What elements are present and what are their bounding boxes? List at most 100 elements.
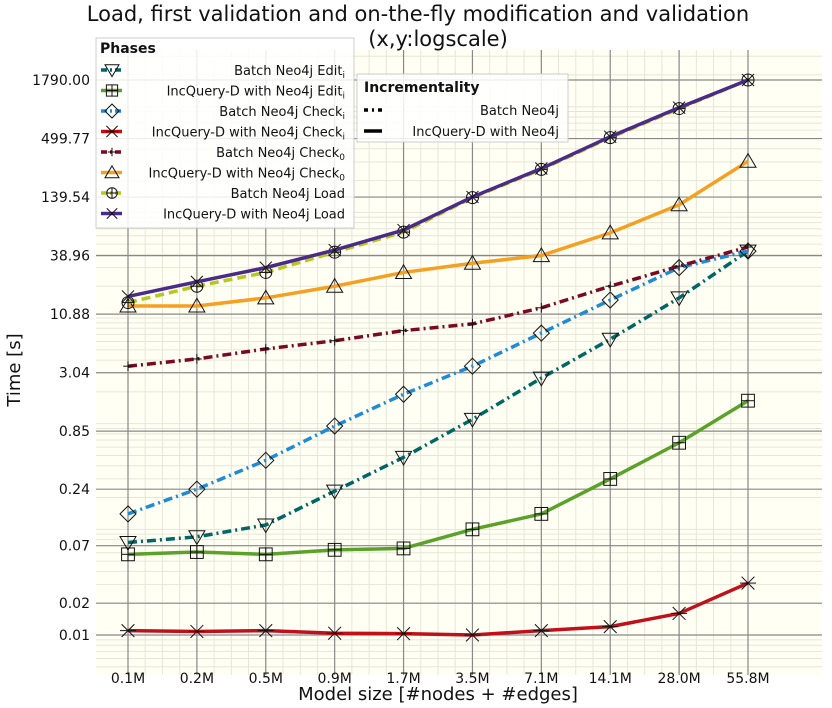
y-tick-label: 499.77 — [41, 132, 90, 148]
data-point — [671, 606, 688, 621]
x-tick-label: 0.5M — [249, 671, 283, 687]
legend-phases-items: Batch Neo4j Editi IncQuery-D with Neo4j E… — [101, 64, 345, 223]
y-tick-labels: 0.01 0.02 0.07 0.24 0.85 3.04 10.88 38.96 139.54… — [32, 73, 90, 644]
data-point — [188, 297, 206, 313]
data-point — [119, 505, 137, 523]
data-point — [394, 263, 413, 279]
data-point — [741, 393, 755, 408]
y-tick-label: 0.01 — [59, 628, 90, 644]
legend-phase-label: Batch Neo4j Editi — [234, 64, 345, 81]
data-point — [188, 530, 206, 546]
legend-phase-entry: Batch Neo4j Check0 — [101, 146, 345, 163]
legend-marker — [104, 164, 120, 179]
series-layer — [119, 73, 757, 642]
data-point — [256, 289, 275, 305]
data-point — [258, 547, 273, 562]
data-point — [190, 275, 204, 289]
data-point — [601, 332, 620, 348]
x-tick-label: 0.9M — [317, 671, 351, 687]
legend-phase-label: Batch Neo4j Checki — [219, 105, 345, 122]
data-point — [670, 291, 688, 307]
x-tick-labels: 0.1M 0.2M 0.5M 0.9M 1.7M 3.5M 7.1M 14.1M 28.0M 55… — [111, 671, 770, 687]
x-tick-label: 28.0M — [657, 671, 700, 687]
legend-phase-label: IncQuery-D with Neo4j Check0 — [149, 167, 346, 184]
data-point — [329, 335, 340, 346]
series-7 — [121, 73, 755, 303]
legend-phase-entry: IncQuery-D with Neo4j Load — [101, 208, 345, 223]
data-point — [466, 190, 479, 204]
data-point — [121, 296, 135, 310]
data-point — [188, 480, 206, 498]
x-tick-label: 55.8M — [726, 671, 769, 687]
y-tick-label: 0.02 — [59, 596, 90, 612]
data-point — [119, 536, 137, 552]
data-point — [260, 344, 271, 354]
data-point — [532, 324, 551, 342]
legend-incrementality-entry: Batch Neo4j — [364, 104, 559, 119]
data-point — [533, 623, 550, 638]
data-point — [463, 254, 482, 270]
legend-phase-label: IncQuery-D with Neo4j Editi — [167, 85, 345, 102]
legend-marker — [105, 125, 119, 138]
chart-title-line1: Load, first validation and on-the-fly mo… — [87, 2, 749, 26]
legend-incrementality: Incrementality Batch Neo4j IncQuery-D wit… — [356, 73, 569, 143]
data-point — [605, 281, 616, 292]
y-axis-label: Time [s] — [4, 333, 25, 407]
data-point — [394, 385, 413, 403]
data-point — [532, 371, 551, 387]
data-point — [189, 545, 204, 559]
data-point — [739, 152, 757, 168]
data-point — [326, 626, 343, 640]
y-tick-label: 3.04 — [59, 366, 90, 382]
legend-marker — [104, 103, 120, 119]
legend-incrementality-label: IncQuery-D with Neo4j — [412, 125, 559, 140]
x-tick-label: 1.7M — [386, 671, 420, 687]
data-point — [121, 290, 135, 303]
data-point — [395, 626, 412, 641]
series-5 — [119, 152, 757, 313]
data-point — [741, 73, 755, 87]
y-tick-label: 10.88 — [50, 307, 90, 323]
data-point — [123, 361, 133, 372]
series-line — [127, 581, 749, 637]
x-tick-label: 0.1M — [111, 671, 145, 687]
legend-marker — [106, 207, 118, 220]
legend-phase-label: IncQuery-D with Neo4j Checki — [152, 126, 345, 143]
series-3 — [120, 576, 756, 642]
data-point — [601, 291, 619, 309]
legend-marker — [107, 147, 117, 157]
legend-phase-entry: Batch Neo4j Load — [101, 187, 345, 202]
data-point — [398, 325, 409, 336]
x-tick-label: 0.2M — [180, 671, 214, 687]
series-line — [128, 159, 749, 308]
y-tick-label: 0.24 — [59, 482, 90, 498]
data-point — [672, 435, 687, 450]
data-point — [120, 623, 136, 638]
data-point — [397, 223, 410, 237]
legend-marker — [104, 64, 120, 78]
series-0 — [119, 244, 757, 552]
data-point — [602, 619, 619, 634]
series-line — [127, 78, 749, 299]
data-point — [601, 224, 620, 240]
data-point — [534, 162, 548, 175]
series-line — [127, 249, 749, 545]
legend-phase-label: Batch Neo4j Load — [231, 187, 345, 202]
data-point — [192, 354, 202, 364]
legend-phases-box — [95, 37, 355, 229]
legend-marker — [105, 84, 119, 97]
legend-incrementality-title: Incrementality — [364, 80, 479, 96]
data-point — [672, 101, 686, 114]
data-point — [188, 624, 205, 639]
data-point — [257, 623, 274, 638]
data-point — [532, 246, 551, 263]
chart-title-line2: (x,y:logscale) — [368, 27, 508, 51]
data-point — [119, 297, 137, 313]
data-point — [256, 518, 275, 534]
series-line — [127, 245, 749, 368]
data-point — [325, 417, 344, 435]
y-tick-label: 0.85 — [59, 424, 90, 440]
series-line — [127, 249, 749, 516]
legend-incrementality-box — [356, 73, 569, 143]
data-point — [259, 261, 273, 274]
